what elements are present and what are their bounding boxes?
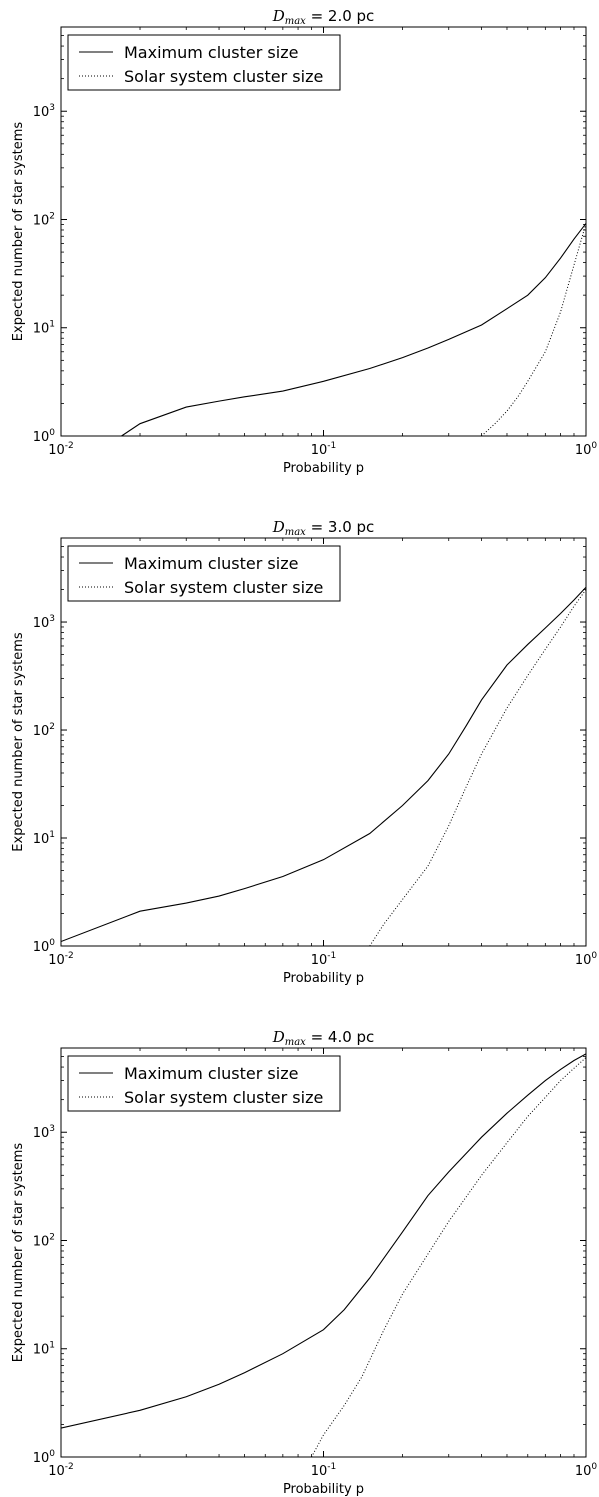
x-tick-label: 10-2 — [48, 1462, 74, 1479]
chart-title: Dmax = 2.0 pc — [272, 7, 375, 27]
chart-title: Dmax = 3.0 pc — [272, 518, 375, 538]
legend-label: Maximum cluster size — [124, 554, 298, 573]
legend: Maximum cluster size Solar system cluster… — [67, 545, 341, 602]
y-tick-label: 102 — [33, 722, 55, 739]
y-tick-label: 101 — [33, 830, 55, 847]
x-axis-label: Probability p — [283, 971, 364, 986]
series-line-maximum — [61, 223, 586, 436]
legend: Maximum cluster size Solar system cluster… — [67, 1055, 341, 1112]
legend-label: Maximum cluster size — [124, 1064, 298, 1083]
chart-title: Dmax = 4.0 pc — [272, 1028, 375, 1048]
series-line-maximum — [61, 1053, 586, 1429]
y-tick-label: 103 — [33, 614, 55, 631]
y-tick-label: 100 — [33, 938, 56, 955]
x-tick-label: 100 — [575, 441, 598, 458]
series-line-maximum — [61, 586, 586, 943]
series-line-solar-system — [481, 223, 586, 436]
y-tick-label: 100 — [33, 428, 56, 445]
y-axis-label: Expected number of star systems — [11, 122, 26, 342]
x-tick-label: 10-1 — [311, 1462, 337, 1479]
legend-box — [67, 1055, 341, 1112]
series-line-solar-system — [311, 1057, 586, 1457]
legend: Maximum cluster size Solar system cluster… — [67, 34, 341, 91]
legend-label: Solar system cluster size — [124, 67, 323, 86]
y-tick-label: 102 — [33, 1232, 55, 1249]
x-axis-label: Probability p — [283, 1482, 364, 1497]
y-axis-label: Expected number of star systems — [11, 632, 26, 852]
chart-panel-3: 10-2 10-1 100 100 101 102 103 Dmax = 4.0 pc Prob… — [11, 1028, 597, 1497]
chart-panel-2: 10-2 10-1 100 100 101 102 103 Dmax = 3.0 pc Prob… — [11, 518, 597, 986]
y-axis-label: Expected number of star systems — [11, 1143, 26, 1363]
y-tick-label: 103 — [33, 103, 55, 120]
legend-label: Solar system cluster size — [124, 578, 323, 597]
x-tick-label: 100 — [575, 951, 598, 968]
x-tick-label: 10-1 — [311, 951, 337, 968]
series-line-solar-system — [369, 589, 586, 946]
y-tick-label: 102 — [33, 211, 55, 228]
y-tick-label: 103 — [33, 1124, 55, 1141]
x-tick-label: 100 — [575, 1462, 598, 1479]
x-tick-label: 10-2 — [48, 441, 74, 458]
y-tick-label: 101 — [33, 1341, 55, 1358]
y-tick-label: 100 — [33, 1449, 56, 1466]
legend-label: Maximum cluster size — [124, 43, 298, 62]
legend-box — [67, 545, 341, 602]
legend-box — [67, 34, 341, 91]
x-axis-label: Probability p — [283, 461, 364, 476]
chart-panel-1: 10-2 10-1 100 100 101 102 103 Dmax = 2.0 pc Prob… — [11, 7, 597, 476]
legend-label: Solar system cluster size — [124, 1088, 323, 1107]
x-tick-label: 10-1 — [311, 441, 337, 458]
x-tick-label: 10-2 — [48, 951, 74, 968]
y-tick-label: 101 — [33, 320, 55, 337]
